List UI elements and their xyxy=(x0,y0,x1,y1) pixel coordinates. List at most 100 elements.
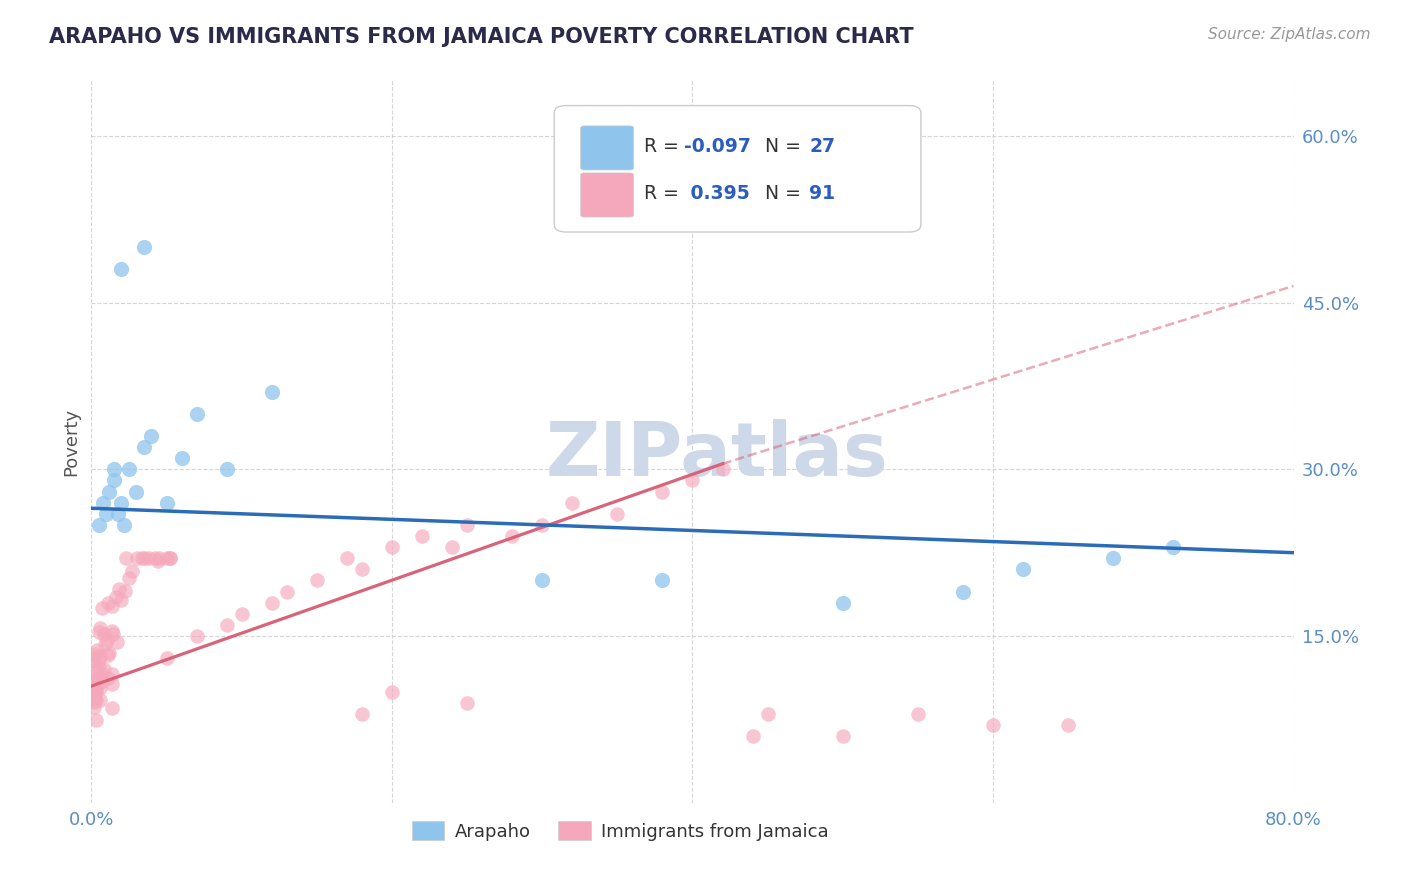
Point xyxy=(411,529,433,543)
Point xyxy=(97,648,120,662)
Point xyxy=(1161,540,1184,554)
Point xyxy=(87,663,110,677)
Point xyxy=(531,574,554,588)
Point xyxy=(155,496,177,510)
Point xyxy=(381,684,404,698)
Point xyxy=(215,462,238,476)
Point xyxy=(93,496,115,510)
Point xyxy=(101,599,124,613)
Point xyxy=(132,440,155,454)
Point xyxy=(186,629,208,643)
Point xyxy=(108,582,131,596)
Text: -0.097: -0.097 xyxy=(685,136,751,155)
Point xyxy=(89,681,111,695)
Point xyxy=(83,648,105,662)
Point xyxy=(89,648,111,663)
Text: Source: ZipAtlas.com: Source: ZipAtlas.com xyxy=(1208,27,1371,42)
Point xyxy=(1057,718,1080,732)
Point xyxy=(651,484,673,499)
Point xyxy=(381,540,404,554)
Point xyxy=(350,706,373,721)
Point xyxy=(84,681,107,696)
Point xyxy=(83,653,105,667)
Point xyxy=(215,618,238,632)
Point xyxy=(125,484,148,499)
Point xyxy=(83,695,105,709)
Point xyxy=(117,571,139,585)
Point xyxy=(110,262,132,277)
Point xyxy=(952,584,974,599)
Point xyxy=(101,667,124,681)
Point xyxy=(305,574,328,588)
Point xyxy=(155,651,177,665)
Point xyxy=(118,462,141,476)
Point xyxy=(1012,562,1035,576)
Point xyxy=(276,584,298,599)
Point xyxy=(336,551,359,566)
Point xyxy=(83,699,105,714)
Text: 27: 27 xyxy=(808,136,835,155)
Point xyxy=(138,551,160,566)
Text: R =: R = xyxy=(644,136,685,155)
FancyBboxPatch shape xyxy=(554,105,921,232)
Point xyxy=(606,173,628,187)
Point xyxy=(711,462,734,476)
Point xyxy=(93,662,115,676)
Point xyxy=(132,240,155,254)
Text: ZIPatlas: ZIPatlas xyxy=(546,419,887,492)
Point xyxy=(89,625,111,640)
Point xyxy=(93,626,115,640)
Point xyxy=(87,517,110,532)
Point xyxy=(91,668,114,682)
Point xyxy=(89,621,111,635)
Point xyxy=(83,651,105,665)
Point xyxy=(125,551,148,566)
Point xyxy=(148,551,170,566)
Legend: Arapaho, Immigrants from Jamaica: Arapaho, Immigrants from Jamaica xyxy=(405,814,837,848)
Point xyxy=(103,462,125,476)
Point xyxy=(86,642,108,657)
Point xyxy=(83,686,105,700)
Point xyxy=(101,676,124,690)
Point xyxy=(260,384,283,399)
Point xyxy=(96,632,118,647)
Y-axis label: Poverty: Poverty xyxy=(62,408,80,475)
Point xyxy=(456,696,478,710)
Point xyxy=(84,684,107,698)
Point xyxy=(96,507,118,521)
Point xyxy=(907,706,929,721)
Point xyxy=(121,564,143,578)
Point xyxy=(531,517,554,532)
Point xyxy=(90,673,112,688)
Point xyxy=(114,584,136,599)
Point xyxy=(84,677,107,691)
Point xyxy=(115,551,138,566)
Point xyxy=(651,574,673,588)
Point xyxy=(100,701,122,715)
Point xyxy=(170,451,193,466)
Point xyxy=(101,627,124,641)
Point xyxy=(89,653,111,667)
Point xyxy=(114,517,136,532)
Point xyxy=(350,562,373,576)
Point xyxy=(1102,551,1125,566)
Point xyxy=(831,596,853,610)
Point xyxy=(110,496,132,510)
Point xyxy=(84,685,107,699)
Point xyxy=(260,596,283,610)
Point xyxy=(681,474,703,488)
Point xyxy=(86,672,108,686)
Point xyxy=(561,496,583,510)
Point xyxy=(231,607,253,621)
Point xyxy=(87,660,110,674)
Point xyxy=(103,474,125,488)
Text: R =: R = xyxy=(644,184,685,202)
Point xyxy=(83,691,105,706)
Point xyxy=(83,681,105,695)
Text: 91: 91 xyxy=(808,184,835,202)
Point xyxy=(606,507,628,521)
Point xyxy=(91,601,114,615)
Text: N =: N = xyxy=(765,136,807,155)
Point xyxy=(105,635,128,649)
Point xyxy=(107,507,129,521)
